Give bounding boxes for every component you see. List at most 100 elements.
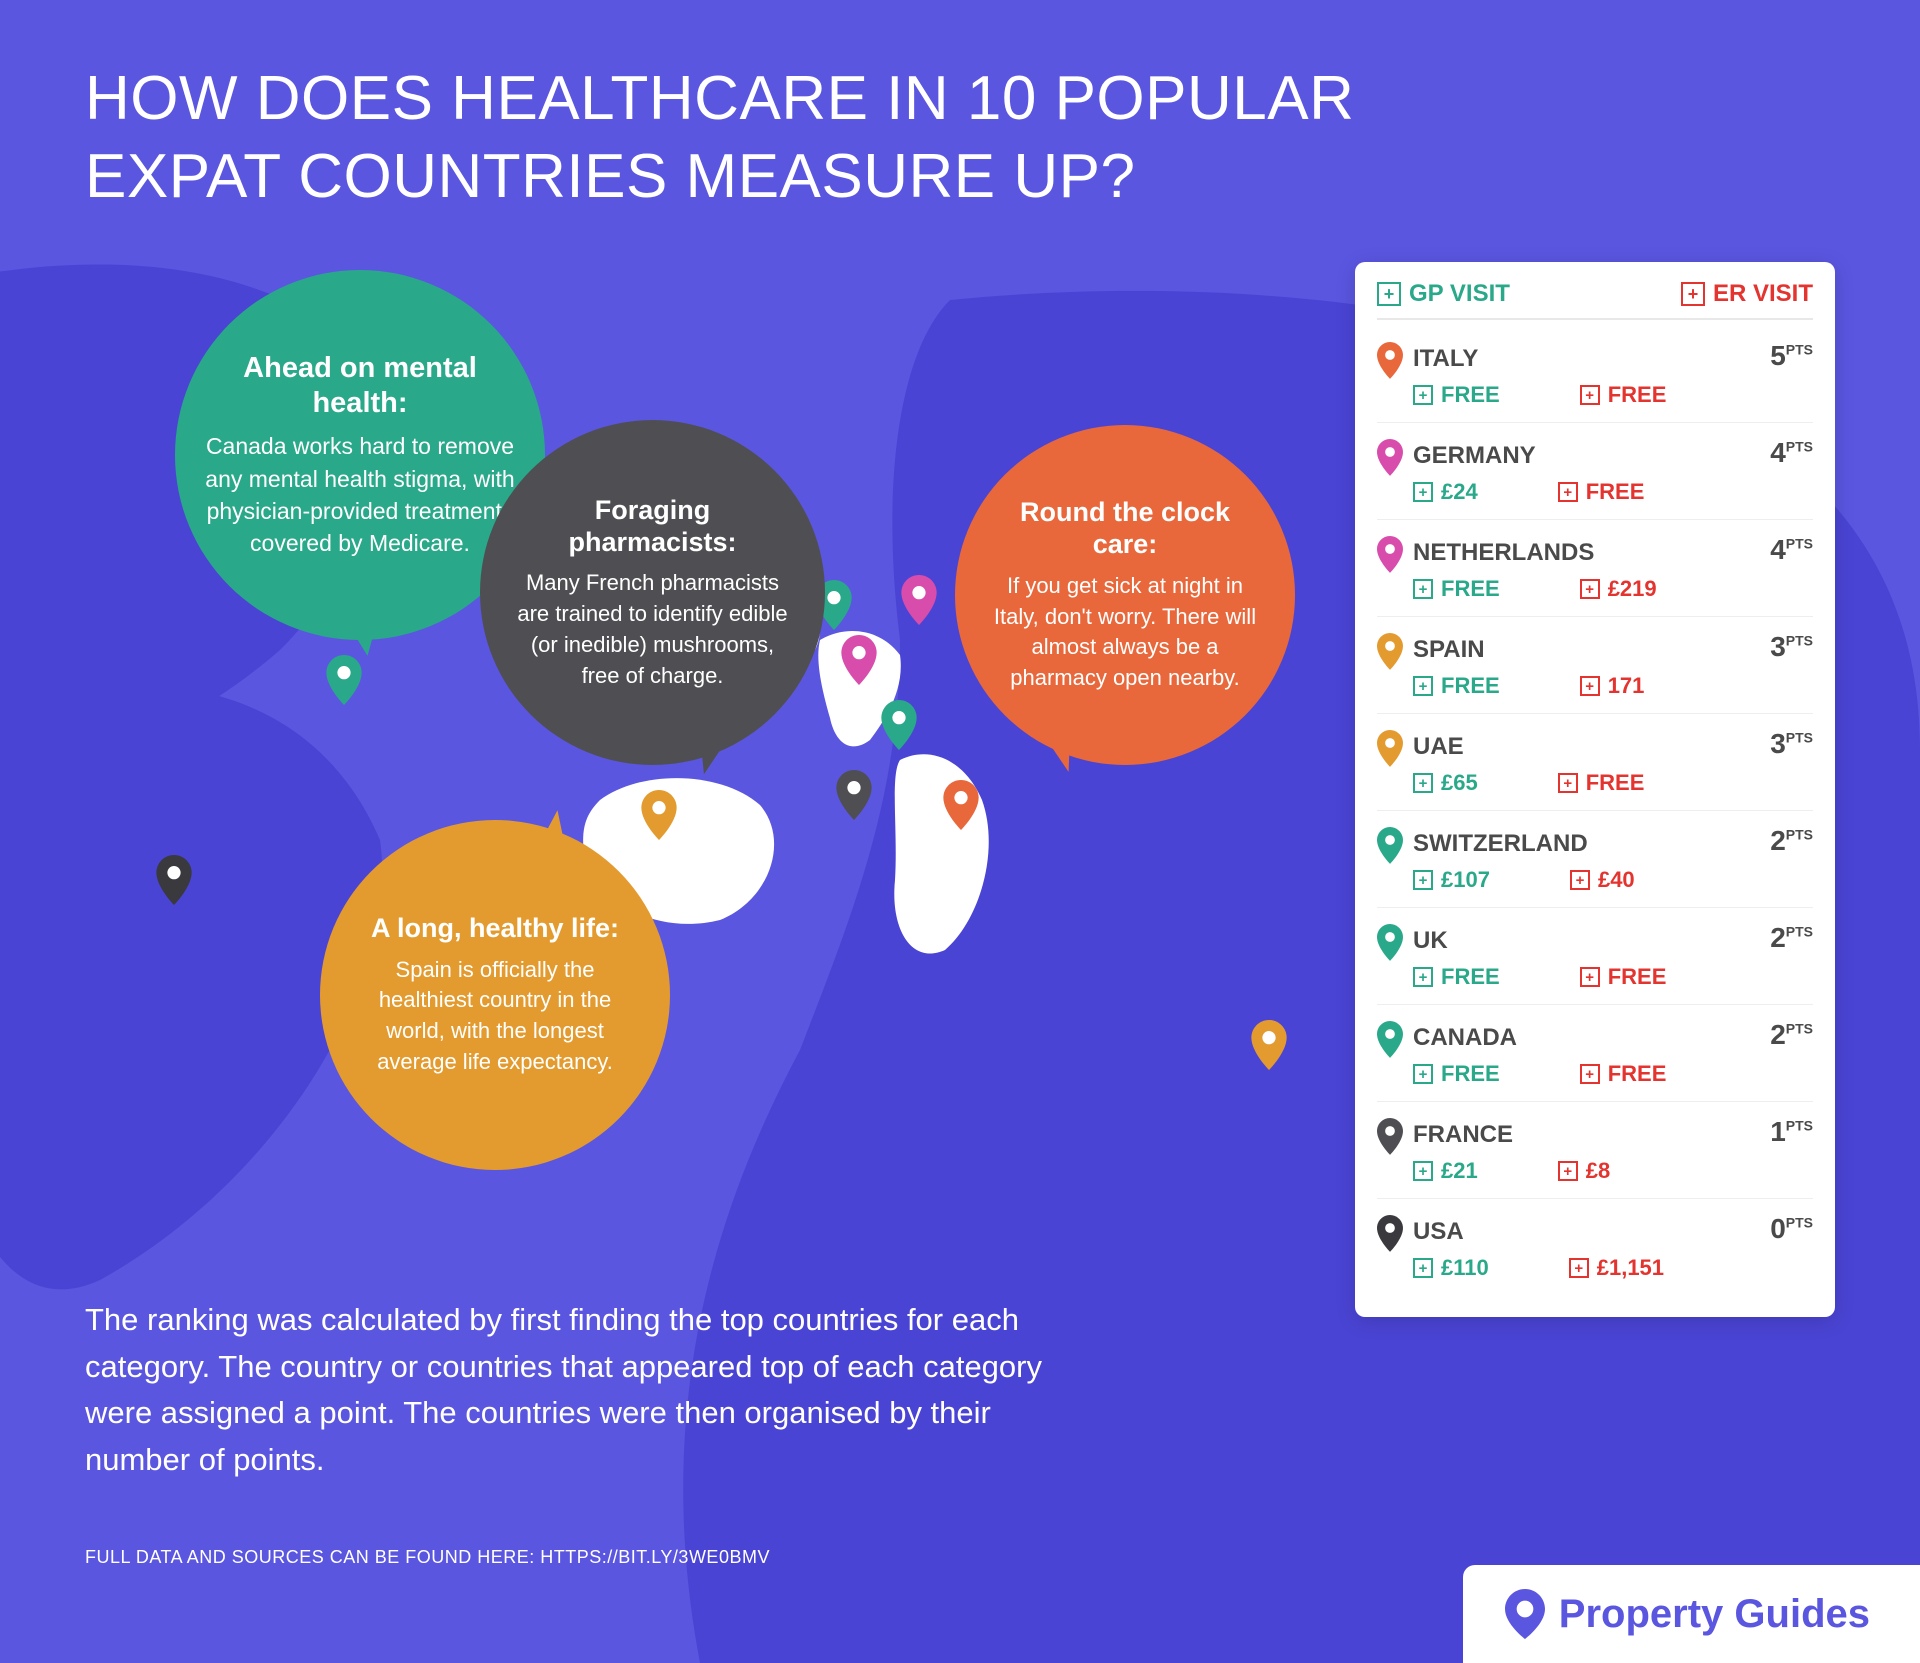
country-er: +FREE (1580, 382, 1667, 408)
country-row: CANADA2PTS+FREE+FREE (1377, 1005, 1813, 1102)
plus-icon: + (1580, 579, 1600, 599)
country-er: +FREE (1580, 1061, 1667, 1087)
plus-icon: + (1413, 773, 1433, 793)
country-gp: +£110 (1413, 1255, 1489, 1281)
pin-icon (1377, 1215, 1403, 1249)
country-pts: 4PTS (1770, 534, 1813, 566)
country-row: USA 0PTS +£110 +£1,151 (1377, 1199, 1813, 1295)
pin-icon (1377, 730, 1403, 764)
country-gp: +FREE (1413, 576, 1500, 602)
bubble-france-text: Many French pharmacists are trained to i… (510, 568, 795, 691)
source-text: FULL DATA AND SOURCES CAN BE FOUND HERE:… (85, 1547, 770, 1568)
plus-icon: + (1413, 1258, 1433, 1278)
map-pin-icon (835, 770, 873, 820)
plus-icon: + (1580, 967, 1600, 987)
country-row: UAE 3PTS +£65 +FREE (1377, 714, 1813, 811)
bubble-canada-text: Canada works hard to remove any mental h… (205, 430, 515, 559)
country-name: GERMANY (1413, 442, 1536, 470)
country-er: +£1,151 (1569, 1255, 1664, 1281)
country-gp: +£107 (1413, 867, 1490, 893)
country-name: ITALY (1413, 345, 1478, 373)
country-gp: +FREE (1413, 1061, 1500, 1087)
country-name: FRANCE (1413, 1121, 1513, 1149)
country-row: UK 2PTS +FREE +FREE (1377, 908, 1813, 1005)
country-row: GERMANY 4PTS +£24 +FREE (1377, 423, 1813, 520)
country-gp: +£21 (1413, 1158, 1478, 1184)
pin-icon (1377, 536, 1403, 570)
legend-gp-label: GP VISIT (1409, 280, 1510, 308)
country-row: FRANCE1PTS+£21+£8 (1377, 1102, 1813, 1199)
plus-icon: + (1413, 385, 1433, 405)
legend-er-label: ER VISIT (1713, 280, 1813, 308)
bubble-france-title: Foraging pharmacists: (510, 494, 795, 559)
bubble-spain: A long, healthy life: Spain is officiall… (320, 820, 670, 1170)
brand-pin-icon (1503, 1589, 1547, 1639)
country-pts: 2PTS (1770, 825, 1813, 857)
pin-icon (1377, 633, 1403, 667)
map-pin-icon (325, 655, 363, 705)
plus-icon: + (1377, 282, 1401, 306)
country-er: +£40 (1570, 867, 1635, 893)
main-title: HOW DOES HEALTHCARE IN 10 POPULAR EXPAT … (85, 60, 1385, 215)
plus-icon: + (1413, 579, 1433, 599)
plus-icon: + (1413, 482, 1433, 502)
country-row: ITALY 5PTS +FREE +FREE (1377, 326, 1813, 423)
map-pin-icon (1250, 1020, 1288, 1070)
country-er: +FREE (1558, 770, 1645, 796)
country-row: SWITZERLAND2PTS+£107+£40 (1377, 811, 1813, 908)
country-gp: +FREE (1413, 673, 1500, 699)
plus-icon: + (1569, 1258, 1589, 1278)
plus-icon: + (1413, 676, 1433, 696)
country-er: +£8 (1558, 1158, 1610, 1184)
pin-icon (1377, 1021, 1403, 1055)
country-pts: 4PTS (1770, 437, 1813, 469)
bubble-italy-text: If you get sick at night in Italy, don't… (985, 571, 1265, 694)
country-er: +FREE (1558, 479, 1645, 505)
map-pin-icon (880, 700, 918, 750)
plus-icon: + (1413, 1064, 1433, 1084)
country-name: UAE (1413, 733, 1464, 761)
legend-gp: + GP VISIT (1377, 280, 1510, 308)
pin-icon (1377, 924, 1403, 958)
country-row: SPAIN 3PTS +FREE +171 (1377, 617, 1813, 714)
country-name: CANADA (1413, 1024, 1517, 1052)
country-gp: +FREE (1413, 964, 1500, 990)
brand-box: Property Guides (1463, 1565, 1920, 1663)
bubble-italy-title: Round the clock care: (985, 496, 1265, 561)
country-pts: 5PTS (1770, 340, 1813, 372)
pin-icon (1377, 342, 1403, 376)
country-gp: +£24 (1413, 479, 1478, 505)
pin-icon (1377, 1118, 1403, 1152)
country-name: UK (1413, 927, 1448, 955)
country-gp: +£65 (1413, 770, 1478, 796)
plus-icon: + (1570, 870, 1590, 890)
country-name: USA (1413, 1218, 1464, 1246)
pin-icon (1377, 827, 1403, 861)
country-row: NETHERLANDS 4PTS +FREE +£219 (1377, 520, 1813, 617)
plus-icon: + (1580, 385, 1600, 405)
country-name: SPAIN (1413, 636, 1485, 664)
plus-icon: + (1580, 676, 1600, 696)
map-pin-icon (942, 780, 980, 830)
plus-icon: + (1558, 482, 1578, 502)
country-pts: 3PTS (1770, 728, 1813, 760)
pin-icon (1377, 439, 1403, 473)
country-pts: 3PTS (1770, 631, 1813, 663)
country-gp: +FREE (1413, 382, 1500, 408)
methodology-text: The ranking was calculated by first find… (85, 1297, 1085, 1483)
brand-label: Property Guides (1559, 1592, 1870, 1637)
plus-icon: + (1558, 773, 1578, 793)
plus-icon: + (1681, 282, 1705, 306)
country-pts: 2PTS (1770, 922, 1813, 954)
legend-er: + ER VISIT (1681, 280, 1813, 308)
plus-icon: + (1580, 1064, 1600, 1084)
country-name: NETHERLANDS (1413, 539, 1594, 567)
country-pts: 0PTS (1770, 1213, 1813, 1245)
country-rows: ITALY5PTS+FREE+FREEGERMANY4PTS+£24+FREEN… (1377, 326, 1813, 1295)
country-er: +£219 (1580, 576, 1657, 602)
country-er: +171 (1580, 673, 1645, 699)
country-er: +FREE (1580, 964, 1667, 990)
bubble-italy: Round the clock care: If you get sick at… (955, 425, 1295, 765)
bubble-canada-title: Ahead on mental health: (205, 351, 515, 421)
bubble-france: Foraging pharmacists: Many French pharma… (480, 420, 825, 765)
